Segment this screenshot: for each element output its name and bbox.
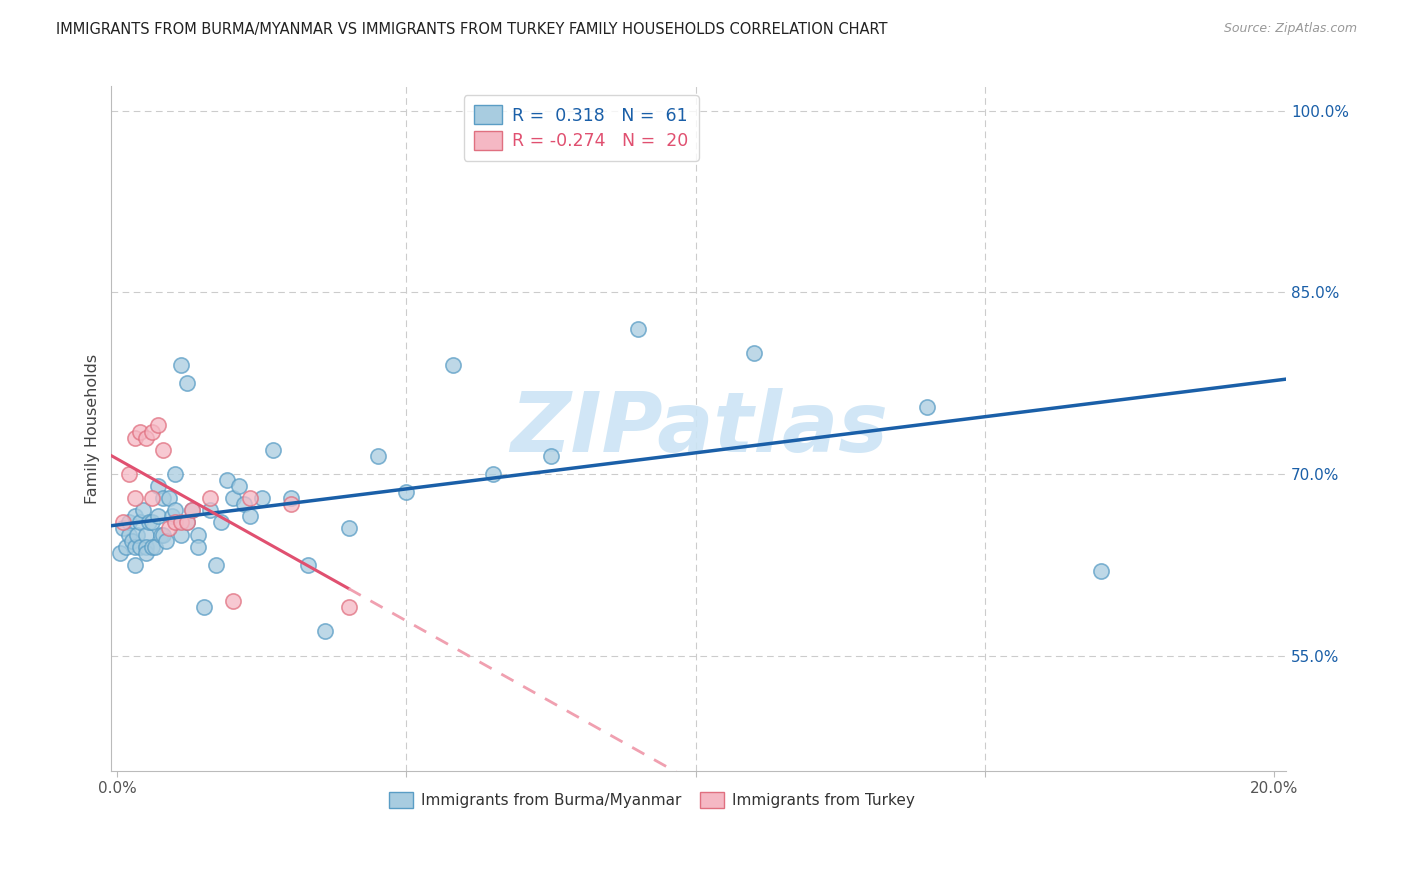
- Point: [297, 558, 319, 572]
- Point: [250, 491, 273, 505]
- Point: [915, 401, 938, 415]
- Point: [118, 516, 141, 530]
- Point: [165, 467, 187, 481]
- Point: [141, 540, 163, 554]
- Point: [181, 503, 204, 517]
- Point: [111, 516, 134, 530]
- Point: [108, 546, 131, 560]
- Point: [129, 516, 152, 530]
- Legend: Immigrants from Burma/Myanmar, Immigrants from Turkey: Immigrants from Burma/Myanmar, Immigrant…: [382, 786, 921, 814]
- Point: [540, 449, 562, 463]
- Point: [118, 467, 141, 481]
- Point: [233, 497, 256, 511]
- Point: [222, 594, 245, 608]
- Text: IMMIGRANTS FROM BURMA/MYANMAR VS IMMIGRANTS FROM TURKEY FAMILY HOUSEHOLDS CORREL: IMMIGRANTS FROM BURMA/MYANMAR VS IMMIGRA…: [56, 22, 887, 37]
- Point: [124, 491, 146, 505]
- Point: [262, 442, 284, 457]
- Point: [337, 521, 360, 535]
- Point: [124, 431, 146, 445]
- Point: [193, 600, 215, 615]
- Point: [228, 479, 250, 493]
- Point: [155, 533, 177, 548]
- Point: [143, 540, 166, 554]
- Point: [239, 509, 262, 524]
- Point: [165, 516, 187, 530]
- Point: [129, 425, 152, 439]
- Point: [280, 497, 302, 511]
- Point: [129, 540, 152, 554]
- Point: [135, 546, 157, 560]
- Point: [187, 540, 209, 554]
- Point: [367, 449, 389, 463]
- Point: [482, 467, 505, 481]
- Point: [141, 491, 163, 505]
- Point: [160, 509, 183, 524]
- Point: [124, 540, 146, 554]
- Point: [187, 527, 209, 541]
- Point: [239, 491, 262, 505]
- Point: [222, 491, 245, 505]
- Point: [118, 527, 141, 541]
- Point: [165, 503, 187, 517]
- Point: [124, 558, 146, 572]
- Point: [176, 376, 198, 390]
- Point: [209, 516, 232, 530]
- Point: [121, 533, 143, 548]
- Text: ZIPatlas: ZIPatlas: [510, 388, 887, 469]
- Point: [742, 346, 765, 360]
- Point: [170, 527, 193, 541]
- Point: [198, 491, 221, 505]
- Point: [395, 485, 418, 500]
- Point: [127, 527, 149, 541]
- Point: [138, 516, 160, 530]
- Point: [204, 558, 226, 572]
- Point: [115, 540, 138, 554]
- Text: Source: ZipAtlas.com: Source: ZipAtlas.com: [1223, 22, 1357, 36]
- Point: [176, 516, 198, 530]
- Point: [280, 491, 302, 505]
- Point: [132, 503, 155, 517]
- Point: [124, 509, 146, 524]
- Point: [135, 527, 157, 541]
- Point: [337, 600, 360, 615]
- Point: [149, 527, 172, 541]
- Point: [135, 431, 157, 445]
- Point: [217, 473, 239, 487]
- Point: [198, 503, 221, 517]
- Point: [152, 527, 174, 541]
- Point: [152, 442, 174, 457]
- Point: [170, 516, 193, 530]
- Point: [146, 479, 169, 493]
- Point: [441, 358, 464, 372]
- Point: [181, 503, 204, 517]
- Y-axis label: Family Households: Family Households: [86, 353, 100, 504]
- Point: [146, 418, 169, 433]
- Point: [157, 521, 180, 535]
- Point: [152, 491, 174, 505]
- Point: [135, 540, 157, 554]
- Point: [146, 509, 169, 524]
- Point: [176, 516, 198, 530]
- Point: [1090, 564, 1112, 578]
- Point: [111, 521, 134, 535]
- Point: [627, 321, 650, 335]
- Point: [315, 624, 337, 639]
- Point: [141, 425, 163, 439]
- Point: [141, 516, 163, 530]
- Point: [157, 491, 180, 505]
- Point: [170, 358, 193, 372]
